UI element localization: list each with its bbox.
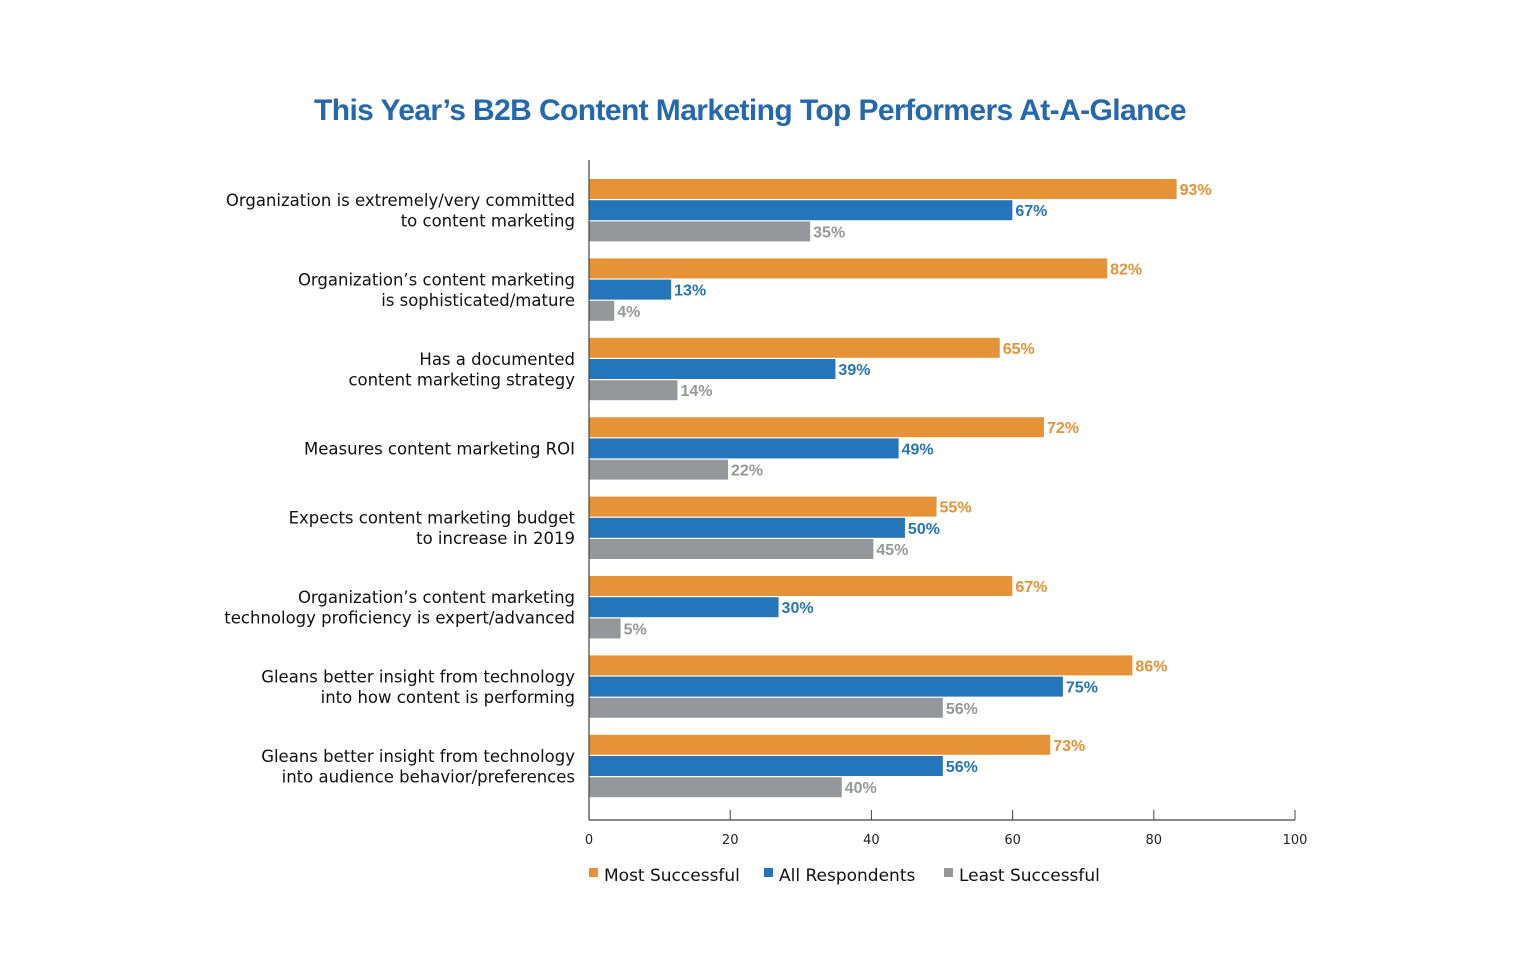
- bar-least-successful: [589, 777, 842, 798]
- category-label: Organization is extremely/very committed: [226, 191, 575, 210]
- bar-most-successful: [589, 417, 1044, 438]
- bar-all-respondents: [589, 756, 943, 776]
- category-label: into how content is performing: [321, 688, 575, 707]
- data-label: 93%: [1180, 182, 1212, 199]
- bar-all-respondents: [589, 200, 1013, 221]
- data-label: 72%: [1047, 420, 1079, 437]
- x-tick-label: 60: [1004, 833, 1021, 848]
- bar-all-respondents: [589, 676, 1063, 697]
- legend-swatch: [944, 868, 953, 877]
- bar-least-successful: [589, 697, 943, 718]
- bar-least-successful: [589, 380, 678, 401]
- data-label: 14%: [680, 383, 712, 400]
- category-label: to increase in 2019: [416, 529, 575, 548]
- x-tick-label: 40: [863, 833, 880, 848]
- category-label: Has a documented: [419, 350, 575, 369]
- category-label: Gleans better insight from technology: [261, 747, 575, 766]
- category-label: Gleans better insight from technology: [261, 667, 575, 686]
- data-label: 30%: [782, 600, 814, 617]
- data-label: 67%: [1015, 579, 1047, 596]
- data-label: 67%: [1015, 203, 1047, 220]
- data-label: 73%: [1053, 738, 1085, 755]
- category-label: to content marketing: [401, 211, 575, 230]
- data-label: 39%: [838, 362, 870, 379]
- bar-all-respondents: [589, 279, 672, 300]
- data-label: 22%: [731, 463, 763, 480]
- category-label: technology proficiency is expert/advance…: [224, 608, 575, 627]
- data-label: 50%: [908, 521, 940, 538]
- legend: Most Successful All Respondents Least Succ…: [589, 866, 1100, 886]
- bar-least-successful: [589, 539, 874, 559]
- category-label: content marketing strategy: [348, 370, 575, 389]
- bar-least-successful: [589, 300, 615, 321]
- bar-most-successful: [589, 258, 1108, 279]
- bar-most-successful: [589, 655, 1133, 676]
- x-tick-label: 100: [1283, 833, 1308, 848]
- data-label: 5%: [624, 621, 647, 638]
- bar-most-successful: [589, 337, 1000, 358]
- bar-all-respondents: [589, 517, 905, 538]
- category-labels: Organization is extremely/very committed…: [224, 191, 575, 786]
- legend-swatch: [589, 868, 598, 877]
- data-label: 75%: [1066, 680, 1098, 697]
- x-tick-label: 0: [585, 833, 593, 848]
- x-tick-label: 20: [722, 833, 739, 848]
- legend-label: All Respondents: [779, 866, 916, 886]
- category-label: is sophisticated/mature: [381, 291, 575, 310]
- legend-swatch: [764, 868, 773, 877]
- bar-all-respondents: [589, 597, 779, 618]
- data-label: 86%: [1135, 658, 1167, 675]
- bar-all-respondents: [589, 438, 899, 459]
- bars-group: 93% 67% 35% 82% 13% 4% 65% 39% 14% 72% 49% 22% 55%50…: [589, 179, 1212, 798]
- bar-most-successful: [589, 179, 1177, 199]
- data-label: 55%: [940, 500, 972, 517]
- data-label: 35%: [813, 224, 845, 241]
- bar-least-successful: [589, 221, 811, 242]
- data-label: 49%: [902, 441, 934, 458]
- category-label: Organization’s content marketing: [298, 588, 575, 607]
- data-label: 13%: [674, 283, 706, 300]
- data-label: 40%: [845, 780, 877, 797]
- data-label: 56%: [946, 759, 978, 776]
- bar-least-successful: [589, 459, 729, 480]
- category-label: into audience behavior/preferences: [282, 767, 575, 786]
- data-label: 45%: [876, 542, 908, 559]
- category-label: Measures content marketing ROI: [304, 439, 575, 458]
- x-tick-label: 80: [1146, 833, 1163, 848]
- category-label: Organization’s content marketing: [298, 270, 575, 289]
- x-axis: 0 20 40 60 80 100: [585, 160, 1308, 848]
- category-label: Expects content marketing budget: [289, 509, 576, 528]
- data-label: 65%: [1003, 341, 1035, 358]
- bar-most-successful: [589, 734, 1051, 755]
- bar-most-successful: [589, 496, 937, 517]
- bar-most-successful: [589, 576, 1013, 596]
- bar-all-respondents: [589, 359, 836, 379]
- data-label: 82%: [1110, 261, 1142, 278]
- legend-label: Most Successful: [604, 866, 740, 886]
- chart-title: This Year’s B2B Content Marketing Top Pe…: [314, 94, 1186, 127]
- bar-least-successful: [589, 618, 621, 639]
- legend-label: Least Successful: [959, 866, 1100, 886]
- data-label: 56%: [946, 701, 978, 718]
- data-label: 4%: [617, 304, 640, 321]
